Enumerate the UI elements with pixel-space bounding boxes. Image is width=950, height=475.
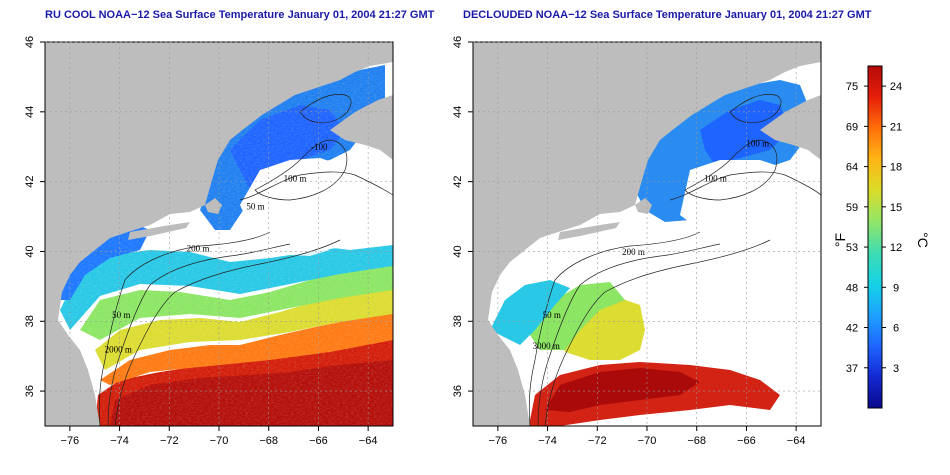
land-nova-scotia bbox=[330, 95, 393, 160]
y-tick-label: 36 bbox=[24, 385, 36, 397]
land-mainland bbox=[45, 42, 393, 426]
contour-depth-label: 100 m bbox=[284, 174, 307, 184]
celsius-tick-label: 18 bbox=[890, 162, 902, 174]
left-map-title: RU COOL NOAA−12 Sea Surface Temperature … bbox=[45, 9, 435, 21]
shelf-water-green bbox=[530, 282, 625, 350]
land-mainland bbox=[473, 42, 821, 426]
fahrenheit-unit-label: °F bbox=[832, 233, 848, 247]
y-tick-label: 46 bbox=[452, 36, 464, 48]
fahrenheit-tick-label: 75 bbox=[846, 81, 858, 93]
right-map-x-axis: −76 −74 −72 −70 −68 −66 −64 bbox=[489, 426, 806, 447]
left-map-y-axis: 36 38 40 42 44 46 bbox=[24, 36, 45, 397]
gulf-of-maine-blue bbox=[700, 100, 790, 165]
contour-depth-label: -100 bbox=[311, 142, 328, 152]
fahrenheit-tick-label: 69 bbox=[846, 121, 858, 133]
right-map-gridlines bbox=[473, 41, 821, 426]
y-tick-label: 36 bbox=[452, 385, 464, 397]
x-tick-label: −76 bbox=[61, 435, 80, 447]
celsius-tick-label: 24 bbox=[890, 81, 902, 93]
contour-depth-label: 3000 m bbox=[533, 341, 560, 351]
bathymetry-contours bbox=[528, 94, 821, 426]
contour-depth-label: 100 m bbox=[704, 174, 727, 184]
x-tick-label: −66 bbox=[737, 435, 756, 447]
x-tick-label: −68 bbox=[687, 435, 706, 447]
x-tick-label: −76 bbox=[489, 435, 508, 447]
fahrenheit-tick-label: 64 bbox=[846, 162, 858, 174]
colorbar-scale bbox=[867, 65, 883, 409]
celsius-tick-label: 6 bbox=[893, 323, 899, 335]
y-tick-label: 44 bbox=[24, 106, 36, 118]
y-tick-label: 46 bbox=[24, 36, 36, 48]
contour-depth-label: 100 m bbox=[746, 139, 769, 149]
celsius-tick-label: 15 bbox=[890, 202, 902, 214]
celsius-tick-label: 12 bbox=[890, 242, 902, 254]
celsius-unit-label: °C bbox=[915, 232, 931, 248]
celsius-tick-label: 9 bbox=[893, 282, 899, 294]
contour-depth-label: 2000 m bbox=[105, 345, 132, 355]
bathymetry-contours bbox=[98, 94, 393, 426]
x-tick-label: −70 bbox=[210, 435, 229, 447]
y-tick-label: 44 bbox=[452, 106, 464, 118]
land-cape-cod bbox=[205, 198, 222, 214]
land-long-island bbox=[558, 222, 620, 240]
contour-depth-label: 50 m bbox=[246, 202, 264, 212]
cloud-region bbox=[680, 160, 821, 255]
x-tick-label: −72 bbox=[160, 435, 179, 447]
y-tick-label: 42 bbox=[24, 176, 36, 188]
x-tick-label: −74 bbox=[110, 435, 129, 447]
land-long-island bbox=[128, 222, 190, 240]
left-map-gridlines bbox=[45, 41, 393, 426]
contour-depth-label: 200 m bbox=[187, 243, 210, 253]
contour-depth-label: 50 m bbox=[112, 310, 130, 320]
fahrenheit-tick-label: 42 bbox=[846, 323, 858, 335]
contour-depth-label: 50 m bbox=[543, 310, 561, 320]
land-nova-scotia bbox=[760, 95, 821, 160]
gulf-stream-core bbox=[545, 368, 700, 412]
right-map-y-axis: 36 38 40 42 44 46 bbox=[452, 36, 473, 397]
y-tick-label: 38 bbox=[24, 315, 36, 327]
contour-labels: 50 m 2000 m 200 m 100 m -100 50 m bbox=[105, 142, 328, 354]
x-tick-label: −64 bbox=[787, 435, 806, 447]
right-map-title: DECLOUDED NOAA−12 Sea Surface Temperatur… bbox=[463, 9, 872, 21]
fahrenheit-tick-label: 48 bbox=[846, 282, 858, 294]
y-tick-label: 42 bbox=[452, 176, 464, 188]
x-tick-label: −66 bbox=[309, 435, 328, 447]
left-map-x-axis: −76 −74 −72 −70 −68 −66 −64 bbox=[61, 426, 378, 447]
land-cape-cod bbox=[635, 198, 652, 214]
x-tick-label: −70 bbox=[638, 435, 657, 447]
x-tick-label: −74 bbox=[538, 435, 557, 447]
celsius-tick-label: 21 bbox=[890, 121, 902, 133]
contour-depth-label: 200 m bbox=[622, 247, 645, 257]
temperature-colorbar: 24 75 21 69 18 64 15 59 12 53 9 48 6 42 3 37 °F °C bbox=[832, 65, 931, 409]
x-tick-label: −68 bbox=[259, 435, 278, 447]
fahrenheit-tick-label: 37 bbox=[846, 363, 858, 375]
celsius-tick-label: 3 bbox=[893, 363, 899, 375]
x-tick-label: −64 bbox=[359, 435, 378, 447]
y-tick-label: 38 bbox=[452, 315, 464, 327]
x-tick-label: −72 bbox=[588, 435, 607, 447]
y-tick-label: 40 bbox=[24, 245, 36, 257]
fahrenheit-tick-label: 59 bbox=[846, 202, 858, 214]
contour-labels: 50 m 3000 m 200 m 100 m 100 m bbox=[533, 139, 770, 351]
fahrenheit-tick-label: 53 bbox=[846, 242, 858, 254]
y-tick-label: 40 bbox=[452, 245, 464, 257]
